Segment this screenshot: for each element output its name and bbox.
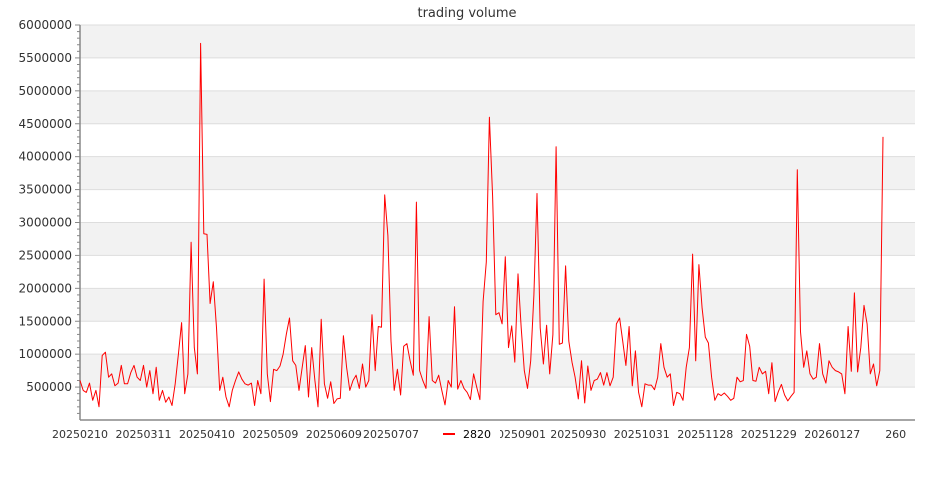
legend-background xyxy=(436,425,500,441)
legend[interactable]: 2820 xyxy=(436,425,500,441)
legend-label: 2820 xyxy=(463,428,491,441)
y-tick-label: 2500000 xyxy=(19,248,72,262)
y-tick-label: 3500000 xyxy=(19,183,72,197)
grid-band xyxy=(80,288,915,322)
x-tick-label: 20250311 xyxy=(115,428,171,441)
chart-title: trading volume xyxy=(417,6,516,21)
x-tick-label: 20251031 xyxy=(614,428,670,441)
y-axis: 500000 1000000 1500000 2000000 2500000 300000… xyxy=(19,18,81,420)
series-line-2820 xyxy=(79,42,884,408)
y-tick-label: 500000 xyxy=(26,380,72,394)
grid-band xyxy=(80,90,915,124)
series-layer xyxy=(79,42,884,408)
x-tick-label: 20260127 xyxy=(804,428,860,441)
grid-band xyxy=(80,354,915,388)
x-tick-label: 20250410 xyxy=(179,428,235,441)
y-tick-label: 5000000 xyxy=(19,84,72,98)
x-tick-label: 20250509 xyxy=(242,428,298,441)
x-tick-label: 20251128 xyxy=(677,428,733,441)
x-axis: 20250210 20250311 20250410 20250509 20250609… xyxy=(52,419,915,441)
x-tick-label: 260 xyxy=(885,428,906,441)
x-tick-label: 20250210 xyxy=(52,428,108,441)
y-tick-label: 3000000 xyxy=(19,216,72,230)
y-tick-label: 1500000 xyxy=(19,314,72,328)
x-tick-label: 20250930 xyxy=(550,428,606,441)
y-tick-label: 4000000 xyxy=(19,150,72,164)
grid-band xyxy=(80,222,915,256)
x-tick-label: 20250901 xyxy=(490,428,546,441)
y-tick-label: 6000000 xyxy=(19,18,72,32)
x-tick-label: 20250707 xyxy=(363,428,419,441)
x-tick-label: 20251229 xyxy=(741,428,797,441)
background-bands xyxy=(80,25,915,388)
grid-band xyxy=(80,25,915,58)
y-tick-label: 5500000 xyxy=(19,51,72,65)
grid-band xyxy=(80,156,915,190)
gridlines xyxy=(80,24,915,388)
x-tick-label: 20250609 xyxy=(306,428,362,441)
y-tick-label: 4500000 xyxy=(19,117,72,131)
y-tick-label: 2000000 xyxy=(19,281,72,295)
y-tick-label: 1000000 xyxy=(19,347,72,361)
